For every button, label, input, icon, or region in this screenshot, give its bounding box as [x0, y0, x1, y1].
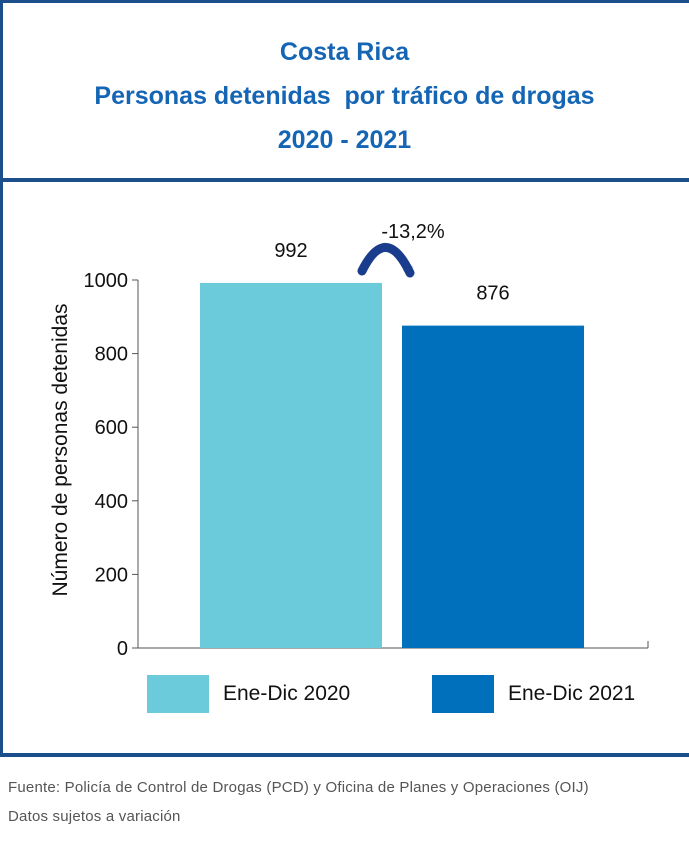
title-divider: [0, 178, 689, 182]
y-tick-label: 1000: [84, 270, 129, 292]
legend-item-2021: Ene-Dic 2021: [432, 675, 635, 713]
legend-label-2020: Ene-Dic 2020: [223, 682, 351, 705]
frame-left-border: [0, 0, 3, 757]
legend-swatch-2021: [432, 675, 494, 713]
legend-label-2021: Ene-Dic 2021: [508, 682, 636, 705]
bar-ene-dic-2021: [402, 325, 584, 648]
y-tick-label: 600: [95, 417, 128, 439]
title-years: 2020 - 2021: [277, 126, 412, 154]
data-disclaimer: Datos sujetos a variación: [8, 808, 181, 825]
data-label: 876: [476, 283, 509, 305]
title-country: Costa Rica: [279, 38, 410, 66]
bar-ene-dic-2020: [200, 282, 382, 648]
legend-swatch-2020: [147, 675, 209, 713]
data-label: 992: [274, 240, 307, 262]
change-arrow-icon: [357, 243, 415, 278]
y-tick-label: 200: [95, 564, 128, 586]
change-label: -13,2%: [381, 221, 445, 243]
chart-frame: [0, 0, 689, 757]
footer-divider: [0, 753, 689, 757]
footer: Fuente: Policía de Control de Drogas (PC…: [8, 773, 589, 831]
legend-item-2020: Ene-Dic 2020: [147, 675, 350, 713]
y-tick-label: 0: [117, 638, 128, 660]
chart-title: Costa Rica Personas detenidas por tráfic…: [0, 30, 689, 162]
bar-chart: 0 200 400 600 800 1000 992 876 -13,2%: [84, 221, 649, 660]
change-arrow-path: [357, 243, 415, 278]
y-tick-label: 400: [95, 491, 128, 513]
source-note: Fuente: Policía de Control de Drogas (PC…: [8, 779, 589, 796]
frame-top-border: [0, 0, 689, 3]
title-subject: Personas detenidas por tráfico de drogas: [94, 82, 595, 110]
y-tick-label: 800: [95, 344, 128, 366]
